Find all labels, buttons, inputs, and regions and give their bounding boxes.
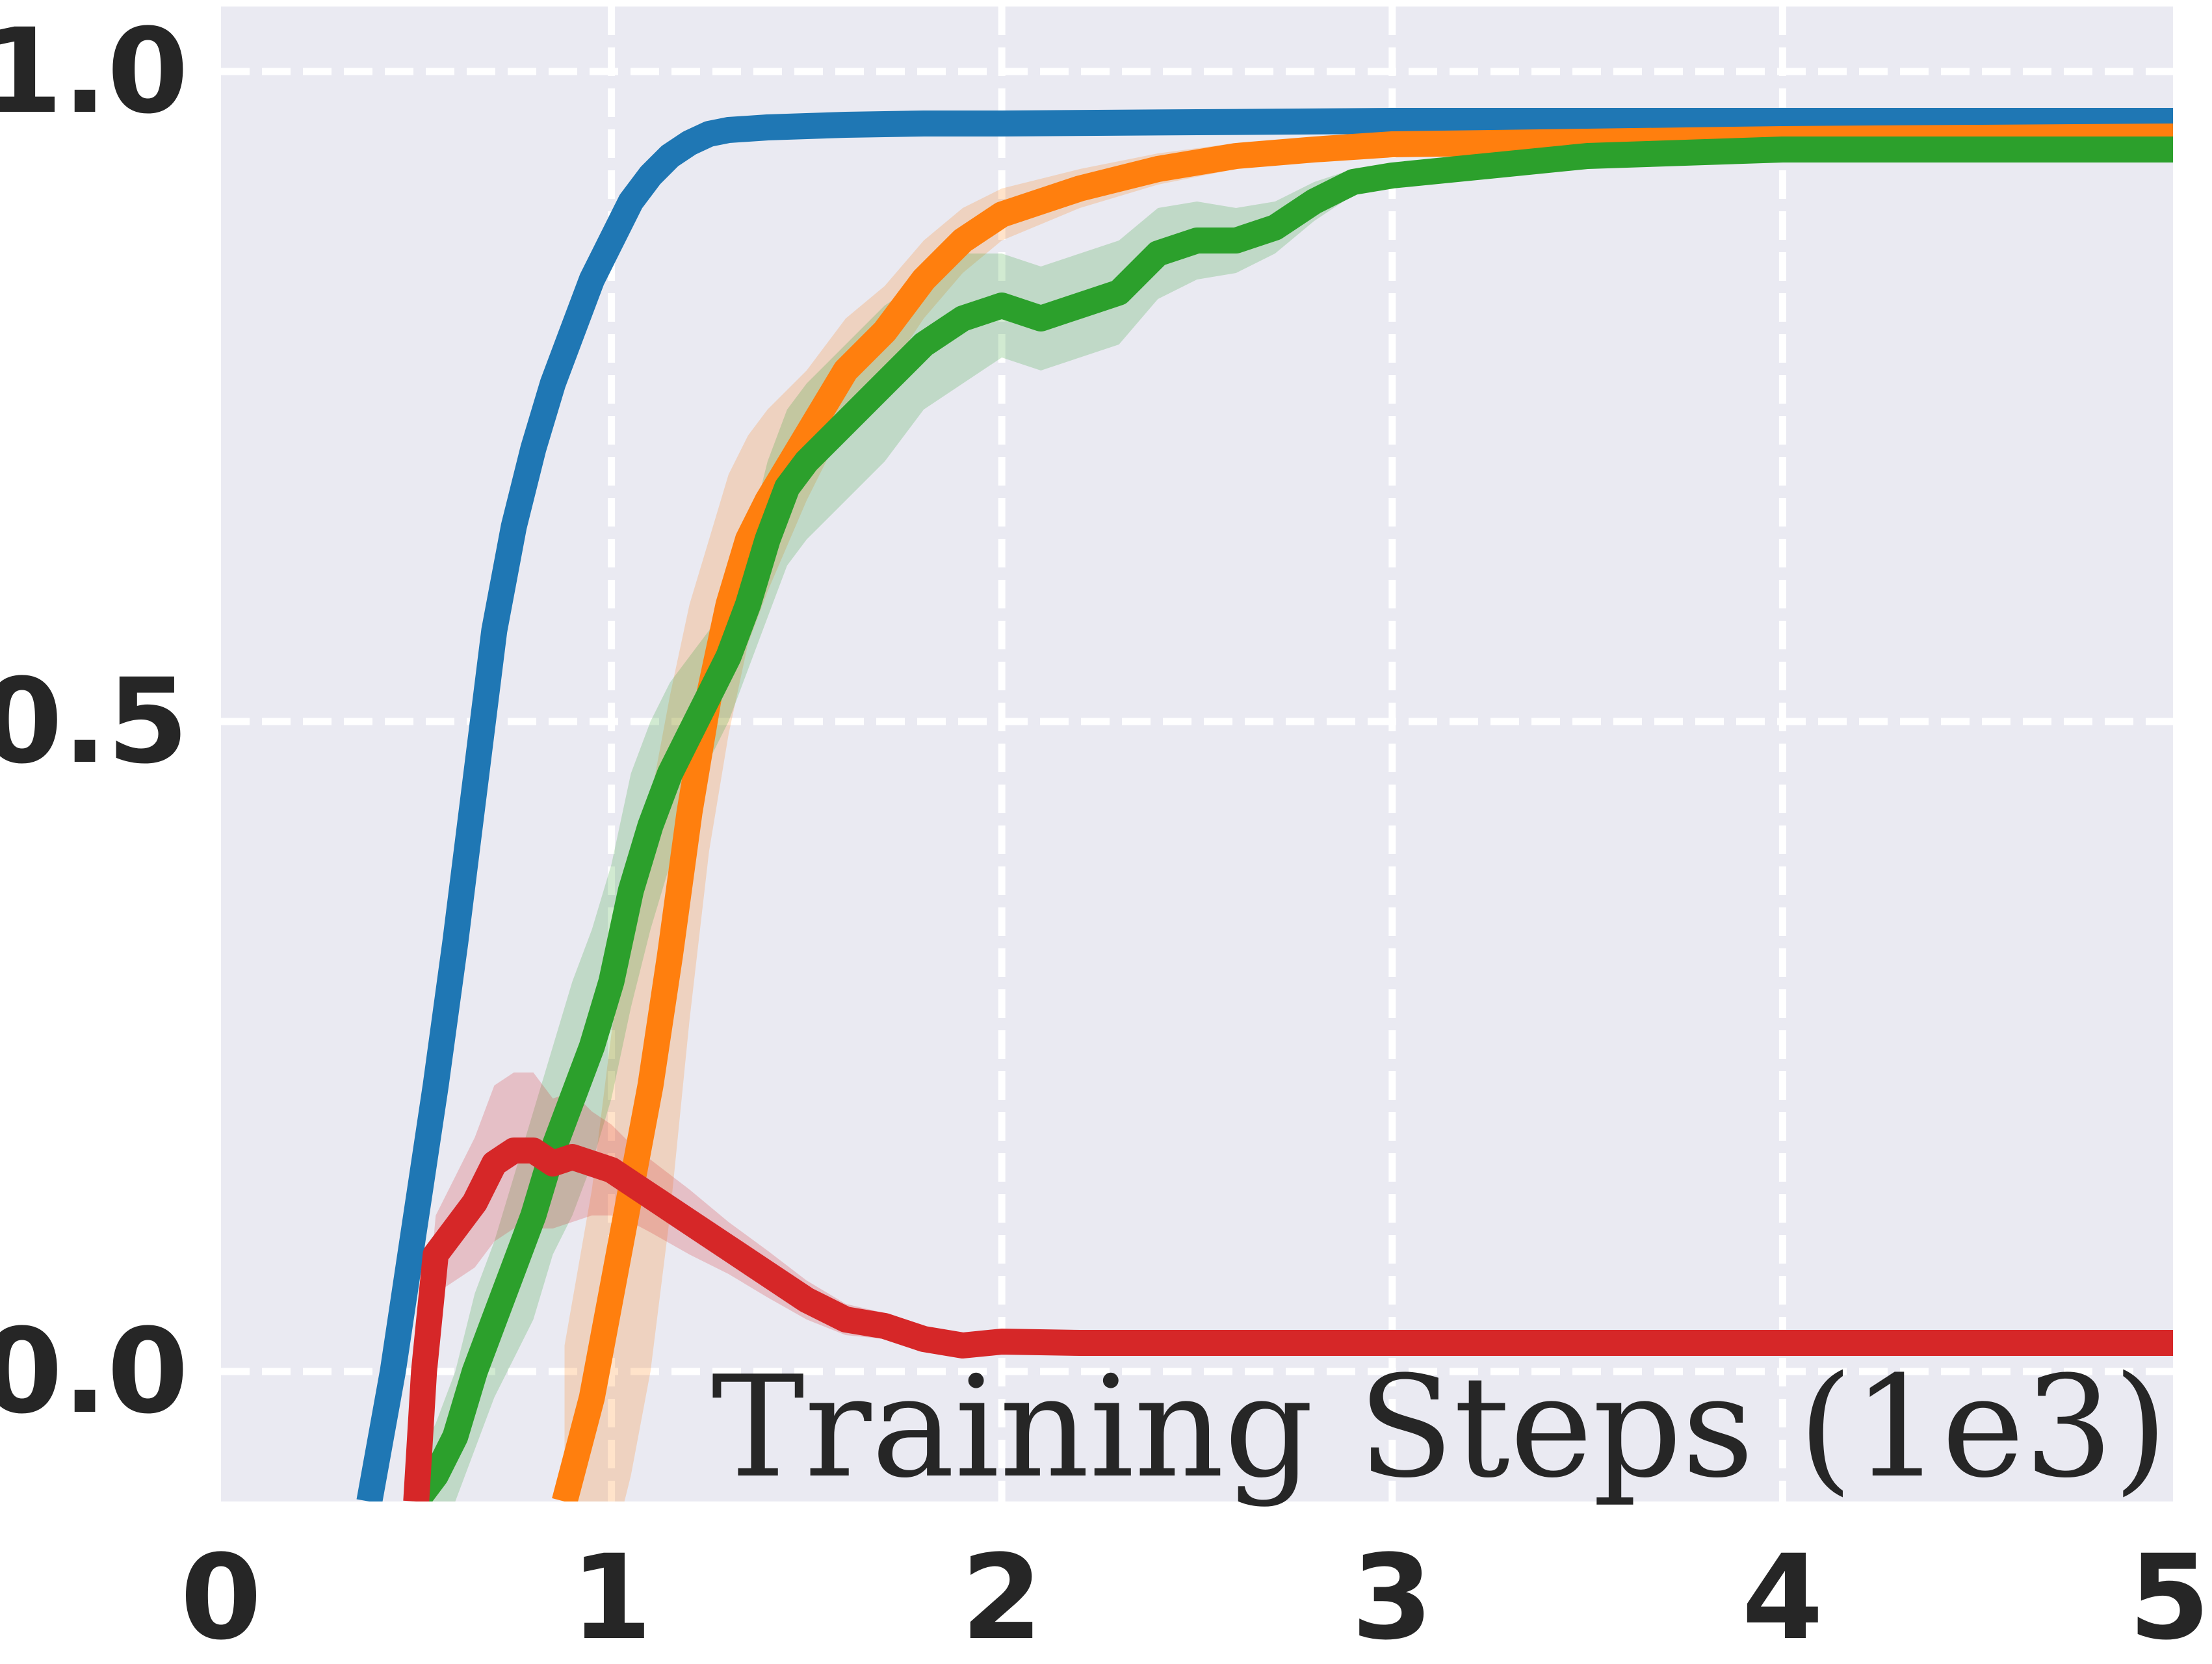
y-tick-label: 0.5 [0,654,189,790]
series-3-line [406,136,2173,1502]
plot-background [221,6,2173,1502]
x-axis-label: Training Steps (1e3) [711,1346,2168,1509]
x-tick-label: 1 [571,1530,652,1664]
x-tick-label: 0 [180,1530,261,1664]
x-tick-label: 3 [1351,1530,1433,1664]
y-tick-label: 0.0 [0,1304,189,1440]
x-tick-label: 4 [1742,1530,1823,1664]
x-tick-labels: 0 1 2 3 4 5 [180,1530,2210,1664]
y-tick-label: 1.0 [0,4,189,140]
series-1-line [356,108,2173,1502]
x-tick-label: 5 [2129,1530,2210,1664]
series-lines [356,108,2173,1502]
series-2-line [552,124,2173,1502]
series-4-line [403,1138,2173,1502]
y-tick-labels: 0.0 0.5 1.0 [0,4,189,1440]
x-tick-label: 2 [961,1530,1043,1664]
series-3-band [416,143,2173,1502]
